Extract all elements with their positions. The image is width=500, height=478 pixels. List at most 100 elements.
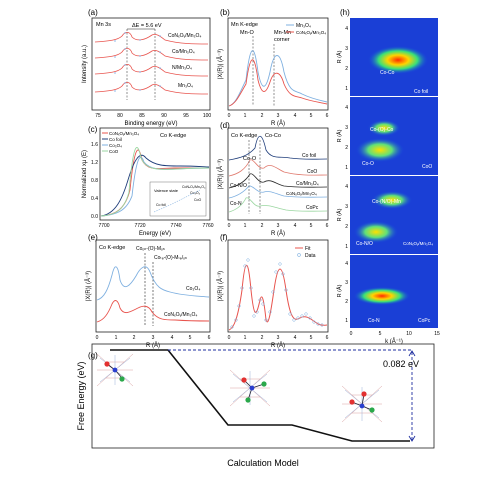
- panel-d-label-1: Co foil: [302, 153, 316, 159]
- panel-d-series-copc: [228, 197, 328, 213]
- panel-f-letter: (f): [220, 233, 228, 242]
- panel-h-ytick: 3: [345, 46, 348, 52]
- panel-h-letter: (h): [340, 8, 350, 17]
- panel-c-inset-l2: Co₃O₄: [190, 191, 201, 195]
- panel-a-element: Mn 3s: [96, 22, 111, 28]
- panel-f-xtick: 4: [294, 335, 297, 341]
- panel-g-xlabel: Calculation Model: [227, 458, 299, 468]
- panel-c-inset: [149, 181, 207, 217]
- panel-d-series-coo: [228, 159, 328, 177]
- panel-c-legend-3: Co₃O₄: [109, 143, 122, 148]
- panel-c-xtick: 7760: [202, 223, 213, 229]
- panel-c-ytick: 1.2: [91, 160, 98, 166]
- panel-f-xtick: 3: [277, 335, 280, 341]
- panel-a-label-3: N/Mn₃O₄: [172, 65, 192, 71]
- panel-g-frame: [91, 343, 435, 449]
- panel-h-ytick: 1: [345, 86, 348, 92]
- panel-c-series-coo: [100, 147, 210, 217]
- panel-h-ytick: 2: [345, 299, 348, 305]
- panel-h-ytick: 1: [345, 244, 348, 250]
- panel-h: (h) Co-Co Co foil Co-(O)-Co Co-O CoO Co-…: [336, 8, 440, 345]
- panel-b-ann3: corner: [274, 37, 290, 43]
- panel-d-xtick: 3: [277, 223, 280, 229]
- panel-c-letter: (c): [88, 125, 98, 134]
- panel-d-series-cofoil: [228, 135, 328, 161]
- panel-c-ytick: 0.4: [91, 196, 98, 202]
- panel-c-legend-4: CoO: [109, 149, 119, 154]
- panel-d-xtick: 4: [294, 223, 297, 229]
- panel-g-ylabel: Free Energy (eV): [76, 361, 86, 430]
- wt-map-2-peak1: Co-O: [362, 161, 374, 167]
- wt-map-3-name: CoNₓOᵧ/Mn₃O₄: [403, 241, 433, 246]
- panel-e-element: Co K-edge: [99, 245, 125, 251]
- panel-d-xtick: 2: [261, 223, 264, 229]
- panel-e-series-co3o4: [96, 266, 210, 301]
- panel-b-ann2: Mn-Mn: [274, 30, 291, 36]
- panel-e-letter: (e): [88, 233, 98, 242]
- wt-map-coo: [350, 97, 438, 175]
- panel-a-ylabel: Intensity (a.u.): [82, 45, 88, 83]
- panel-b-xtick: 5: [310, 113, 313, 119]
- panel-d-xtick: 0: [228, 223, 231, 229]
- energy-label: 0.082 eV: [383, 359, 419, 369]
- panel-d-label-3: Co/Mn₃O₄: [296, 181, 319, 187]
- panel-e-xtick: 1: [115, 335, 118, 341]
- panel-d-ylabel: |X(R)| (Å⁻³): [217, 159, 224, 189]
- panel-d-label-2: CoO: [307, 169, 317, 175]
- panel-a-xtick: 100: [203, 113, 212, 119]
- panel-c-frame: [99, 127, 211, 221]
- panel-h-ytick: 2: [345, 224, 348, 230]
- panel-f-legend-data: Data: [305, 253, 316, 259]
- panel-b: (b) Mn K-edge Mn-O Mn-Mn corner Mn₃O₄ Co…: [217, 8, 329, 127]
- panel-h-ylabel-1: R (Å): [336, 50, 343, 63]
- panel-d-frame: [227, 127, 329, 221]
- panel-c-ytick: 1.6: [91, 142, 98, 148]
- panel-f-xlabel: R (Å): [271, 342, 285, 349]
- panel-b-xtick: 0: [228, 113, 231, 119]
- panel-a-xtick: 80: [117, 113, 123, 119]
- panel-a-xtick: 85: [139, 113, 145, 119]
- wt-map-2-peak2: Co-(O)-Co: [370, 127, 394, 133]
- panel-c-ytick: 0.0: [91, 214, 98, 220]
- panel-a-frame: [91, 17, 211, 111]
- panel-e-xlabel: R (Å): [146, 342, 160, 349]
- panel-d-xtick: 1: [244, 223, 247, 229]
- panel-b-element: Mn K-edge: [231, 22, 258, 28]
- panel-c-inset-l3: CoO: [194, 198, 201, 202]
- panel-b-legend-2: CoNₓOᵧ/Mn₃O₄: [296, 30, 326, 35]
- panel-c: (c) Co K-edge CoNₓOᵧ/Mn₃O₄ Co foil Co₃O₄…: [82, 125, 214, 237]
- panel-b-ylabel: |X(R)| (Å⁻³): [217, 49, 224, 79]
- panel-d: (d) Co K-edge Co-Co Co-O Co-N/O Co-N Co …: [217, 121, 329, 237]
- panel-h-ytick: 4: [345, 261, 348, 267]
- panel-e-xtick: 6: [208, 335, 211, 341]
- wt-map-3-peak1: Co-N/O: [356, 241, 373, 247]
- panel-e-frame: [95, 239, 211, 333]
- wt-map-4-peak: Co-N: [368, 318, 380, 324]
- wt-map-2-name: CoO: [422, 164, 432, 170]
- panel-a-series-4: [94, 81, 209, 95]
- panel-c-legend-2: Co foil: [109, 137, 122, 142]
- panel-d-element: Co K-edge: [231, 133, 257, 139]
- panel-b-xlabel: R (Å): [271, 120, 285, 127]
- panel-e-label-2: CoNₓOᵧ/Mn₃O₄: [164, 312, 197, 318]
- panel-b-xtick: 3: [277, 113, 280, 119]
- panel-c-series-cofoil: [100, 154, 210, 217]
- panel-a-label-4: Mn₃O₄: [178, 83, 193, 89]
- panel-f-legend-fit: Fit: [305, 246, 311, 252]
- panel-b-xtick: 2: [261, 113, 264, 119]
- panel-e-ann2: Coₜₑ-(O)-Mₜₑ/ₒₕ: [154, 255, 187, 261]
- panel-b-xtick: 6: [326, 113, 329, 119]
- panel-b-series-conxoy: [228, 59, 328, 107]
- panel-b-frame: [227, 17, 329, 111]
- structure-2: [229, 369, 271, 407]
- panel-c-element: Co K-edge: [160, 133, 186, 139]
- panel-b-xtick: 1: [244, 113, 247, 119]
- wt-map-4-name: CoPc: [418, 318, 431, 324]
- panel-e-series-conxoy: [96, 300, 210, 323]
- panel-b-xtick: 4: [294, 113, 297, 119]
- panel-a-series-1: [94, 31, 209, 45]
- panel-f-ylabel: |X(R)| (Å⁻³): [217, 271, 224, 301]
- panel-e-ann1: Coₒₕ-(O)-Mₒₕ: [136, 246, 165, 252]
- panel-f-data: [230, 258, 324, 329]
